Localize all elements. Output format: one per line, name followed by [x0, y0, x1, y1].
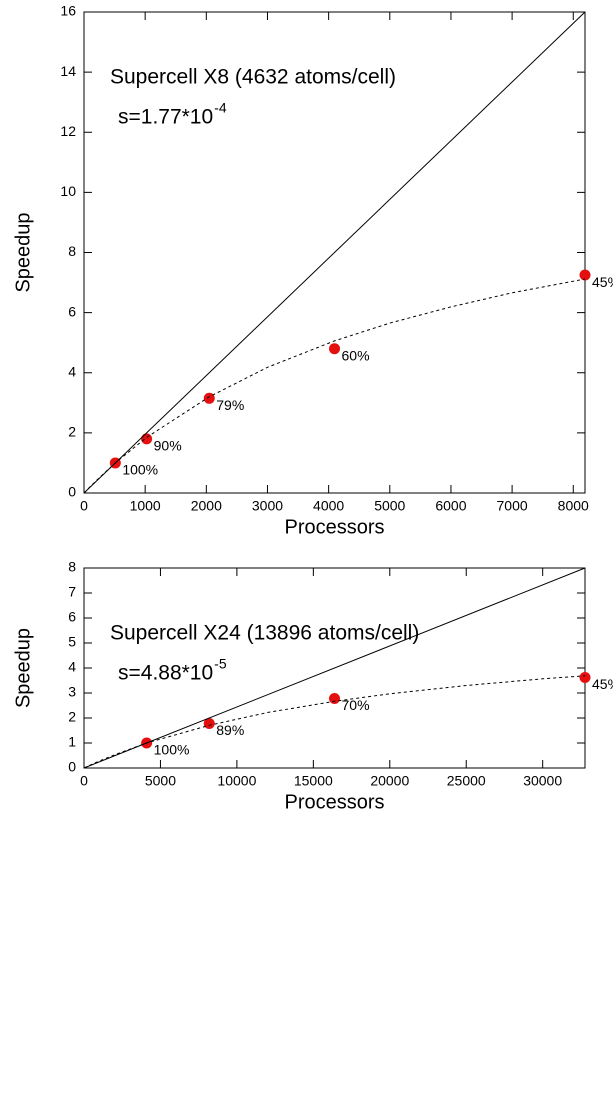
x-tick-label: 6000: [435, 498, 466, 514]
x-tick-label: 25000: [447, 773, 486, 789]
value-label: 79%: [216, 397, 244, 413]
ideal-line: [83, 11, 586, 494]
y-tick-label: 2: [68, 424, 76, 440]
data-point: [203, 392, 215, 404]
x-tick-label: 0: [80, 773, 88, 789]
y-tick-label: 2: [68, 709, 76, 725]
data-point: [579, 269, 591, 281]
value-label: 45%: [592, 274, 613, 290]
annotation: s=4.88*10: [118, 662, 213, 685]
ideal-line: [83, 567, 586, 769]
x-tick-label: 30000: [523, 773, 562, 789]
y-tick-label: 10: [60, 183, 76, 199]
y-tick-label: 14: [60, 63, 76, 79]
annotation: s=1.77*10: [118, 106, 213, 129]
y-tick-label: 7: [68, 584, 76, 600]
x-tick-label: 3000: [252, 498, 283, 514]
value-label: 70%: [342, 697, 370, 713]
x-tick-label: 20000: [370, 773, 409, 789]
annotation-superscript: -5: [214, 656, 227, 672]
chart-title: Supercell X24 (13896 atoms/cell): [110, 622, 419, 645]
y-tick-label: 16: [60, 3, 76, 19]
x-tick-label: 8000: [558, 498, 589, 514]
x-tick-label: 15000: [294, 773, 333, 789]
y-axis-label: Speedup: [12, 212, 34, 292]
value-label: 100%: [154, 742, 190, 758]
chart-title: Supercell X8 (4632 atoms/cell): [110, 66, 396, 89]
y-tick-label: 3: [68, 684, 76, 700]
x-axis-label: Processors: [284, 516, 384, 538]
x-tick-label: 5000: [374, 498, 405, 514]
data-point: [329, 693, 340, 704]
x-tick-label: 7000: [497, 498, 528, 514]
value-label: 90%: [154, 438, 182, 454]
x-tick-label: 2000: [191, 498, 222, 514]
y-tick-label: 6: [68, 303, 76, 319]
y-tick-label: 1: [68, 734, 76, 750]
x-tick-label: 10000: [217, 773, 256, 789]
y-axis-label: Speedup: [12, 628, 34, 708]
value-label: 89%: [216, 722, 244, 738]
fit-line: [83, 278, 586, 494]
y-tick-label: 5: [68, 634, 76, 650]
data-point: [579, 672, 591, 683]
x-tick-label: 1000: [130, 498, 161, 514]
y-tick-label: 0: [68, 759, 76, 775]
data-point: [329, 343, 340, 355]
y-tick-label: 8: [68, 559, 76, 575]
value-label: 60%: [342, 347, 370, 363]
y-tick-label: 0: [68, 484, 76, 500]
y-tick-label: 4: [68, 659, 76, 675]
y-tick-label: 12: [60, 123, 76, 139]
y-tick-label: 4: [68, 363, 76, 379]
x-tick-label: 0: [80, 498, 88, 514]
value-label: 100%: [122, 462, 158, 478]
data-point: [203, 718, 215, 729]
fit-line: [83, 675, 586, 769]
x-tick-label: 5000: [145, 773, 176, 789]
y-tick-label: 6: [68, 609, 76, 625]
y-tick-label: 8: [68, 243, 76, 259]
annotation-superscript: -4: [214, 100, 227, 116]
value-label: 45%: [592, 676, 613, 692]
data-point: [141, 433, 153, 445]
x-axis-label: Processors: [284, 791, 384, 813]
x-tick-label: 4000: [313, 498, 344, 514]
